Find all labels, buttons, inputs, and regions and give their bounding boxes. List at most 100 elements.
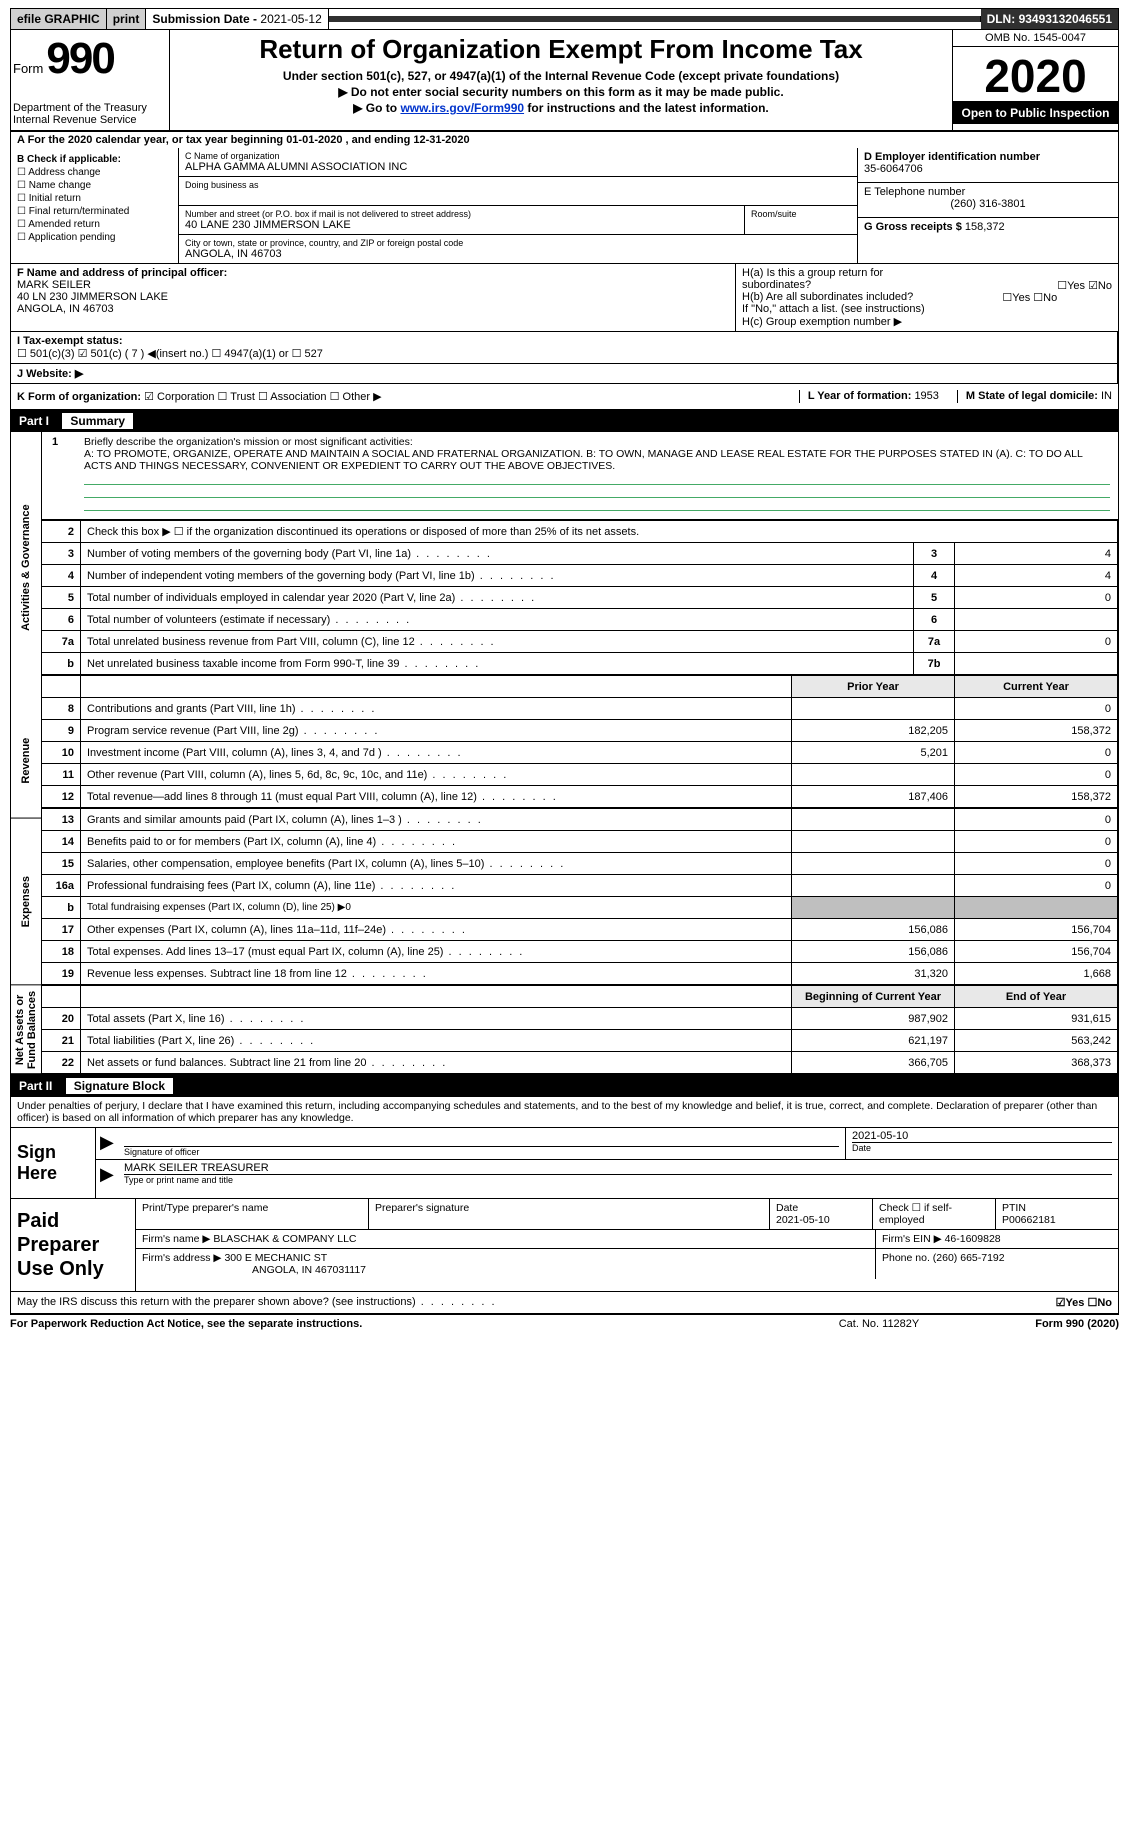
sign-here-label: Sign Here	[11, 1128, 96, 1198]
l-label: L Year of formation:	[808, 390, 915, 402]
form-title: Return of Organization Exempt From Incom…	[176, 34, 946, 65]
mission-text: A: TO PROMOTE, ORGANIZE, OPERATE AND MAI…	[84, 448, 1110, 472]
table-row: 13Grants and similar amounts paid (Part …	[42, 809, 1118, 831]
street-value: 40 LANE 230 JIMMERSON LAKE	[185, 219, 738, 231]
table-row: 5Total number of individuals employed in…	[42, 587, 1118, 609]
officer-signature-field[interactable]	[124, 1130, 839, 1146]
org-name-label: C Name of organization	[185, 151, 851, 161]
phone-label: E Telephone number	[864, 186, 1112, 198]
chk-amended-return[interactable]: Amended return	[17, 219, 172, 230]
preparer-name-label: Print/Type preparer's name	[136, 1199, 369, 1229]
form-subtitle: Under section 501(c), 527, or 4947(a)(1)…	[176, 69, 946, 83]
table-row: 16aProfessional fundraising fees (Part I…	[42, 875, 1118, 897]
header-right: OMB No. 1545-0047 2020 Open to Public In…	[953, 30, 1118, 130]
table-row: 7aTotal unrelated business revenue from …	[42, 631, 1118, 653]
table-row: 19Revenue less expenses. Subtract line 1…	[42, 963, 1118, 985]
chk-initial-return[interactable]: Initial return	[17, 193, 172, 204]
hc-label: H(c) Group exemption number ▶	[742, 315, 1112, 328]
instructions-link[interactable]: www.irs.gov/Form990	[400, 101, 524, 115]
i-label: I Tax-exempt status:	[17, 335, 123, 347]
chk-name-change[interactable]: Name change	[17, 180, 172, 191]
perjury-statement: Under penalties of perjury, I declare th…	[10, 1097, 1119, 1128]
submission-date-label: Submission Date -	[152, 12, 260, 26]
firm-address-2: ANGOLA, IN 467031117	[142, 1264, 869, 1276]
paid-preparer-block: Paid Preparer Use Only Print/Type prepar…	[10, 1199, 1119, 1292]
table-row: 18Total expenses. Add lines 13–17 (must …	[42, 941, 1118, 963]
officer-label: F Name and address of principal officer:	[17, 267, 729, 279]
chk-final-return[interactable]: Final return/terminated	[17, 206, 172, 217]
table-row: 15Salaries, other compensation, employee…	[42, 853, 1118, 875]
governance-table: 2Check this box ▶ ☐ if the organization …	[42, 520, 1118, 675]
expenses-table: 13Grants and similar amounts paid (Part …	[42, 808, 1118, 985]
self-employed-check[interactable]: Check ☐ if self-employed	[873, 1199, 996, 1229]
i-options[interactable]: ☐ 501(c)(3) ☑ 501(c) ( 7 ) ◀(insert no.)…	[17, 348, 323, 360]
chk-address-change[interactable]: Address change	[17, 167, 172, 178]
mission-ruled-line	[84, 498, 1110, 511]
efile-graphic-button[interactable]: efile GRAPHIC	[11, 9, 107, 29]
box-c: C Name of organization ALPHA GAMMA ALUMN…	[179, 148, 857, 263]
mission-lead: Briefly describe the organization's miss…	[84, 436, 1110, 448]
part-1-title: Summary	[62, 413, 133, 429]
table-row: 21Total liabilities (Part X, line 26)621…	[42, 1030, 1118, 1052]
table-row: bNet unrelated business taxable income f…	[42, 653, 1118, 675]
table-row: 22Net assets or fund balances. Subtract …	[42, 1052, 1118, 1074]
dba-label: Doing business as	[185, 180, 851, 190]
dept-line-2: Internal Revenue Service	[13, 114, 163, 126]
org-form-row: K Form of organization: ☑ Corporation ☐ …	[10, 384, 1119, 410]
box-b: B Check if applicable: Address change Na…	[11, 148, 179, 263]
officer-addr1: 40 LN 230 JIMMERSON LAKE	[17, 291, 729, 303]
dept-line-1: Department of the Treasury	[13, 102, 163, 114]
ha-yesno[interactable]: ☐Yes ☑No	[1057, 279, 1112, 292]
top-toolbar: efile GRAPHIC print Submission Date - 20…	[10, 8, 1119, 30]
firm-address-label: Firm's address ▶	[142, 1252, 224, 1264]
toolbar-spacer	[329, 16, 981, 22]
hb-yesno[interactable]: ☐Yes ☐No	[1002, 291, 1057, 304]
firm-ein-value: 46-1609828	[945, 1233, 1001, 1245]
hb-note: If "No," attach a list. (see instruction…	[742, 303, 1112, 315]
box-deg: D Employer identification number 35-6064…	[857, 148, 1118, 263]
officer-name-title-label: Type or print name and title	[124, 1174, 1112, 1185]
form-header: Form 990 Department of the Treasury Inte…	[10, 30, 1119, 132]
catalog-number: Cat. No. 11282Y	[799, 1318, 959, 1330]
box-f: F Name and address of principal officer:…	[11, 264, 736, 331]
discuss-text: May the IRS discuss this return with the…	[17, 1296, 992, 1309]
city-label: City or town, state or province, country…	[185, 238, 851, 248]
table-row: 12Total revenue—add lines 8 through 11 (…	[42, 786, 1118, 808]
signature-block: Sign Here ▶ Signature of officer 2021-05…	[10, 1128, 1119, 1199]
table-row: 9Program service revenue (Part VIII, lin…	[42, 720, 1118, 742]
discuss-yesno[interactable]: ☑Yes ☐No	[992, 1296, 1112, 1309]
org-name-value: ALPHA GAMMA ALUMNI ASSOCIATION INC	[185, 161, 851, 173]
submission-date-value: 2021-05-12	[260, 12, 321, 26]
tax-status-row: I Tax-exempt status: ☐ 501(c)(3) ☑ 501(c…	[10, 332, 1119, 364]
part-2-tag: Part II	[19, 1079, 58, 1093]
mission-ruled-line	[84, 485, 1110, 498]
k-options[interactable]: ☑ Corporation ☐ Trust ☐ Association ☐ Ot…	[144, 391, 381, 403]
firm-name-label: Firm's name ▶	[142, 1233, 213, 1245]
net-assets-table: Beginning of Current YearEnd of Year20To…	[42, 985, 1118, 1074]
box-b-title: B Check if applicable:	[17, 154, 172, 165]
omb-number: OMB No. 1545-0047	[953, 30, 1118, 47]
ha-label2: subordinates?	[742, 279, 811, 291]
chk-application-pending[interactable]: Application pending	[17, 232, 172, 243]
preparer-signature-label: Preparer's signature	[369, 1199, 770, 1229]
table-row: 2Check this box ▶ ☐ if the organization …	[42, 521, 1118, 543]
print-button[interactable]: print	[107, 9, 147, 29]
dln-label: DLN:	[987, 12, 1019, 26]
table-row: 20Total assets (Part X, line 16)987,9029…	[42, 1008, 1118, 1030]
k-label: K Form of organization:	[17, 391, 141, 403]
mission-number: 1	[52, 436, 58, 448]
header-left: Form 990 Department of the Treasury Inte…	[11, 30, 170, 130]
ptin-value: P00662181	[1002, 1214, 1056, 1226]
officer-name-title-value: MARK SEILER TREASURER	[124, 1162, 1112, 1174]
sidebar-expenses: Expenses	[11, 818, 41, 985]
header-center: Return of Organization Exempt From Incom…	[170, 30, 953, 130]
box-h: H(a) Is this a group return for subordin…	[736, 264, 1118, 331]
firm-name-value: BLASCHAK & COMPANY LLC	[213, 1233, 356, 1245]
city-value: ANGOLA, IN 46703	[185, 248, 851, 260]
officer-addr2: ANGOLA, IN 46703	[17, 303, 729, 315]
submission-date-cell: Submission Date - 2021-05-12	[146, 9, 328, 29]
table-row: 14Benefits paid to or for members (Part …	[42, 831, 1118, 853]
ha-label: H(a) Is this a group return for	[742, 267, 883, 279]
ein-value: 35-6064706	[864, 163, 1112, 175]
table-row: 4Number of independent voting members of…	[42, 565, 1118, 587]
